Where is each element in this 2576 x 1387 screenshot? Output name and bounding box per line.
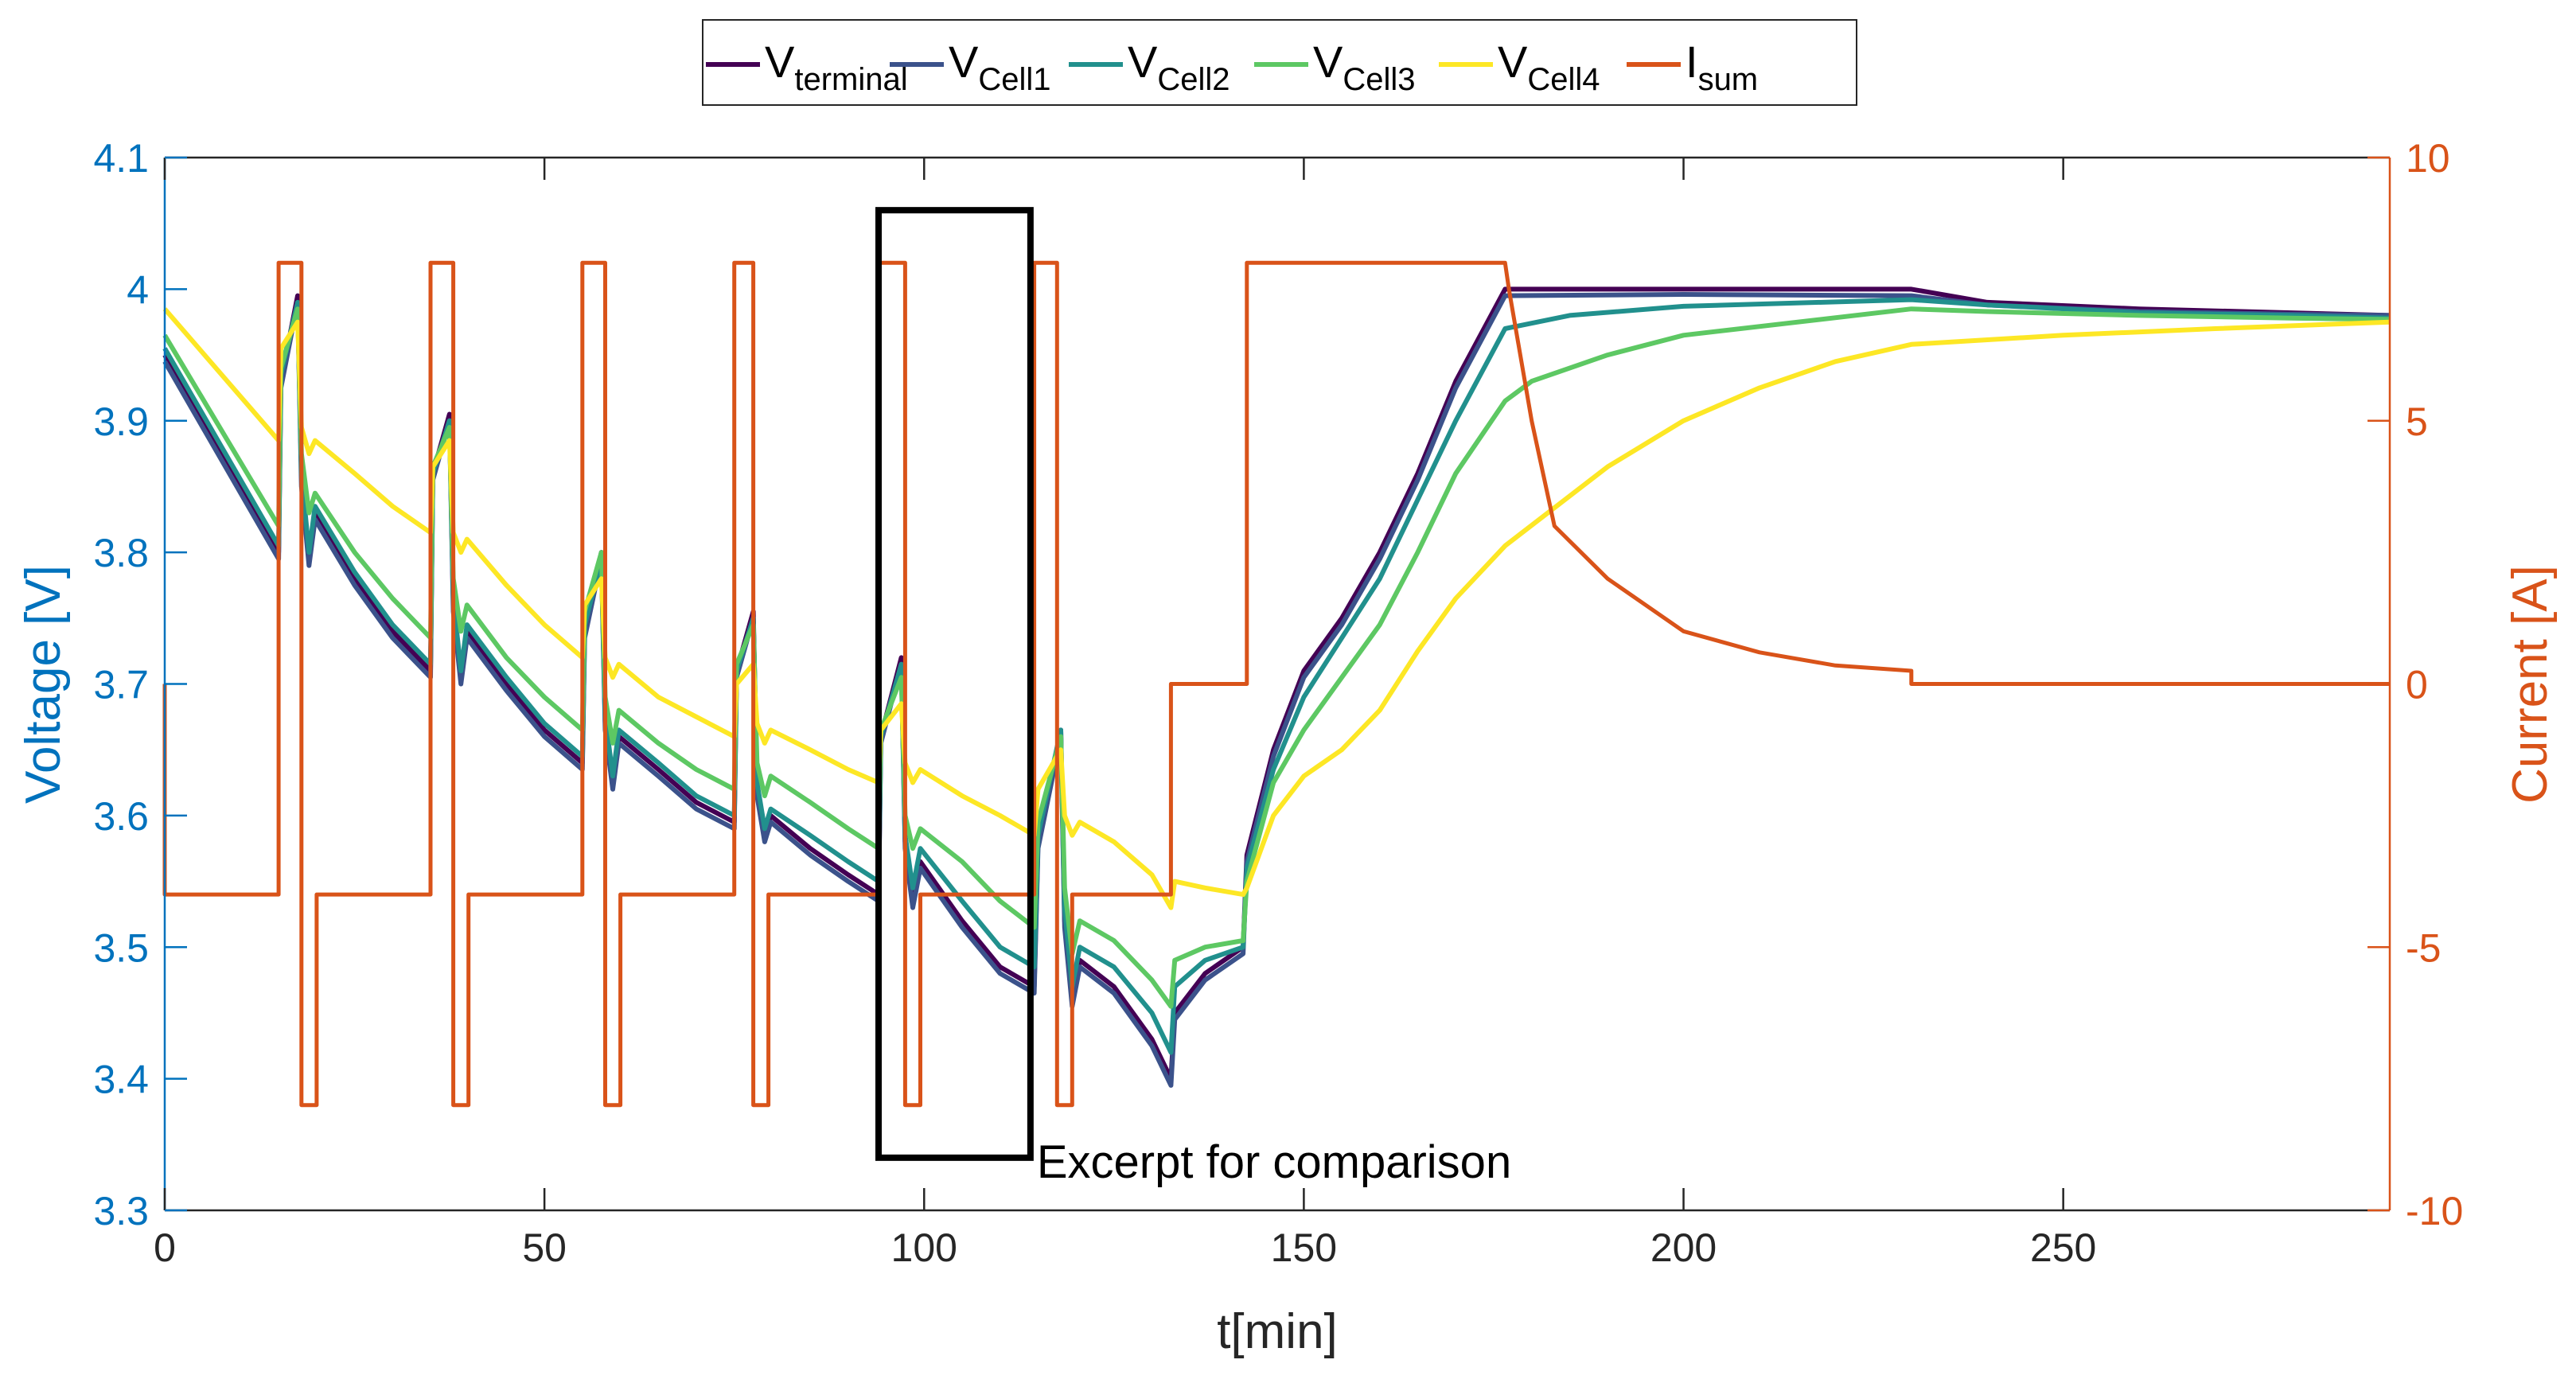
x-tick-label: 0 [154,1225,176,1270]
y-left-tick-label: 3.4 [93,1058,149,1102]
y-right-tick-label: -10 [2406,1189,2463,1233]
excerpt-label: Excerpt for comparison [1037,1136,1511,1188]
annotation-layer: Excerpt for comparison [875,207,1511,1188]
y-left-tick-label: 3.7 [93,663,149,707]
x-tick-label: 100 [891,1225,957,1270]
y-left-tick-label: 3.6 [93,794,149,839]
y-axis-left-label: Voltage [V] [16,565,71,804]
y-left-tick-label: 3.5 [93,925,149,970]
y-right-tick-label: 10 [2406,136,2450,181]
x-tick-label: 200 [1650,1225,1717,1270]
y-axis-right-label: Current [A] [2503,565,2558,804]
legend: Vterminal VCell1 VCell2 VCell3 VCell4 Isum [702,19,1857,106]
y-left-tick-label: 3.3 [93,1189,149,1233]
y-left-tick-label: 4.1 [93,136,149,181]
y-left-tick-label: 4 [127,267,149,312]
x-tick-label: 250 [2030,1225,2096,1270]
y-left-tick-label: 3.8 [93,531,149,575]
x-tick-label: 50 [522,1225,567,1270]
y-left-tick-label: 3.9 [93,399,149,444]
ticks-layer: 0 50 100 150 200 2503.33.43.53.63.73.83.944.1… [93,136,2463,1270]
y-right-tick-label: 0 [2406,663,2428,707]
x-tick-label: 150 [1271,1225,1337,1270]
y-right-tick-label: 5 [2406,399,2428,444]
y-right-tick-label: -5 [2406,925,2441,970]
excerpt-box [875,207,1034,1161]
x-axis-label: t[min] [1217,1304,1338,1359]
